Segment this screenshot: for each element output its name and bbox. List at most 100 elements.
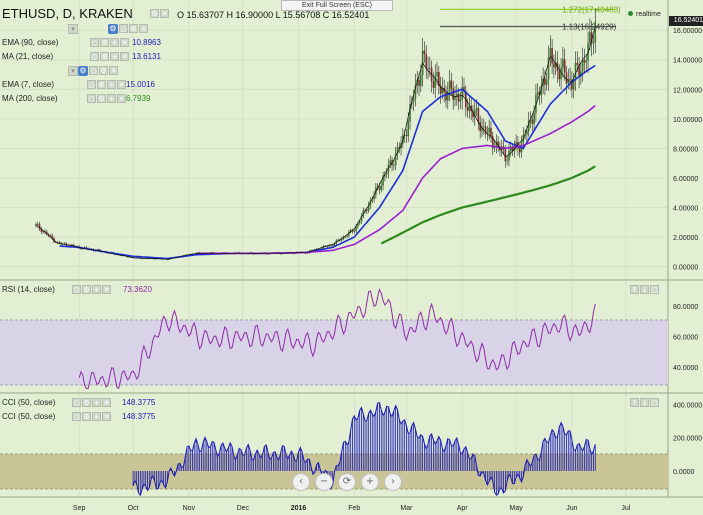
legend-cci-1[interactable]: CCI (50, close) ○ ⚙ + ✕ 148.3775 (2, 411, 202, 423)
candle-body (403, 135, 406, 136)
candle-body (533, 112, 535, 124)
candle-body (445, 92, 447, 101)
add-icon[interactable]: + (110, 38, 119, 47)
candle-body (357, 223, 359, 227)
candle-body (337, 239, 339, 241)
reset-button[interactable]: ⟳ (338, 473, 356, 491)
add-icon[interactable]: + (92, 285, 101, 294)
visibility-icon[interactable]: ○ (87, 80, 96, 89)
candle-body (454, 96, 456, 100)
legend-rsi[interactable]: RSI (14, close) ○ ⚙ + ✕ 73.3620 (2, 284, 202, 296)
legend-ma21-label: MA (21, close) (2, 52, 54, 61)
settings-icon[interactable]: ⚙ (82, 398, 91, 407)
price-tick-label: 14.00000 (673, 58, 702, 65)
candle-body (491, 136, 494, 149)
price-tick-label: 6.00000 (673, 176, 698, 183)
settings-icon[interactable]: ⚙ (129, 24, 138, 33)
move-up-icon[interactable]: ↑ (630, 398, 639, 407)
month-tick-label: Apr (457, 505, 469, 512)
close-icon[interactable]: ✕ (102, 412, 111, 421)
collapse-toggle-icon[interactable]: ▾ (68, 24, 78, 34)
candle-body (536, 92, 539, 95)
zoom-in-button[interactable]: + (361, 473, 379, 491)
rsi-tick-label: 60.0000 (673, 335, 698, 342)
candle-body (482, 126, 485, 127)
add-icon[interactable]: + (110, 52, 119, 61)
close-icon[interactable]: ✕ (120, 38, 129, 47)
settings-icon[interactable]: ⚙ (82, 285, 91, 294)
move-down-icon[interactable]: ↓ (640, 285, 649, 294)
candle-body (371, 199, 374, 201)
move-down-icon[interactable]: ↓ (640, 398, 649, 407)
visibility-icon[interactable]: ○ (72, 398, 81, 407)
visibility-icon[interactable]: ○ (119, 24, 128, 33)
gear-icon[interactable]: ⚙ (108, 24, 118, 34)
candle-body (432, 81, 435, 88)
close-icon[interactable]: ✕ (102, 398, 111, 407)
maximize-icon[interactable]: □ (650, 398, 659, 407)
scroll-right-button[interactable]: › (384, 473, 402, 491)
ema7-line (35, 25, 596, 260)
move-up-icon[interactable]: ↑ (630, 285, 639, 294)
legend-ema7[interactable]: EMA (7, close) ○ ⚙ + ✕ 15.0016 (2, 79, 172, 91)
settings-icon[interactable]: ⚙ (150, 9, 159, 18)
visibility-icon[interactable]: ○ (90, 52, 99, 61)
candle-body (590, 32, 593, 44)
candle-body (526, 131, 528, 135)
settings-icon[interactable]: ⚙ (100, 38, 109, 47)
collapse-toggle-icon[interactable]: ▾ (68, 66, 78, 76)
candle-body (385, 172, 388, 175)
legend-ema90-label: EMA (90, close) (2, 38, 59, 47)
candle-body (45, 231, 48, 235)
candle-body (409, 104, 411, 122)
candle-body (560, 67, 562, 80)
scroll-left-button[interactable]: ‹ (292, 473, 310, 491)
candle-body (468, 105, 471, 111)
gear-icon[interactable]: ⚙ (78, 66, 88, 76)
candle-body (551, 48, 553, 64)
settings-icon[interactable]: ⚙ (82, 412, 91, 421)
candle-body (344, 236, 347, 238)
candle-body (168, 258, 170, 260)
close-icon[interactable]: ✕ (117, 94, 126, 103)
legend-ema90[interactable]: EMA (90, close) ○ ⚙ + ✕ 10.8963 (2, 37, 172, 49)
symbol-title[interactable]: ETHUSD, D, KRAKEN (2, 6, 133, 21)
candle-body (553, 63, 555, 68)
close-icon[interactable]: ✕ (117, 80, 126, 89)
settings-icon[interactable]: ⚙ (100, 52, 109, 61)
close-icon[interactable]: ✕ (139, 24, 148, 33)
legend-ma200[interactable]: MA (200, close) ○ ⚙ + ✕ 6.7939 (2, 93, 172, 105)
candle-body (457, 93, 460, 102)
candle-body (508, 150, 510, 161)
candle-body (475, 108, 478, 111)
visibility-icon[interactable]: ○ (87, 94, 96, 103)
visibility-icon[interactable]: ○ (90, 38, 99, 47)
visibility-icon[interactable]: ○ (72, 412, 81, 421)
visibility-icon[interactable]: ○ (72, 285, 81, 294)
add-icon[interactable]: + (107, 94, 116, 103)
close-icon[interactable]: ✕ (160, 9, 169, 18)
visibility-icon[interactable]: ○ (89, 66, 98, 75)
close-icon[interactable]: ✕ (102, 285, 111, 294)
legend-ma21[interactable]: MA (21, close) ○ ⚙ + ✕ 13.6131 (2, 51, 172, 63)
close-icon[interactable]: ✕ (109, 66, 118, 75)
candle-body (317, 248, 320, 250)
candle-body (484, 126, 487, 134)
candle-body (450, 80, 453, 89)
candle-body (69, 245, 71, 247)
candle-body (427, 68, 429, 69)
legend-cci-0[interactable]: CCI (50, close) ○ ⚙ + ✕ 148.3775 (2, 397, 202, 409)
candle-body (563, 59, 566, 73)
add-icon[interactable]: + (92, 398, 101, 407)
maximize-icon[interactable]: □ (650, 285, 659, 294)
add-icon[interactable]: + (107, 80, 116, 89)
add-icon[interactable]: + (92, 412, 101, 421)
candle-body (98, 249, 100, 251)
settings-icon[interactable]: ⚙ (99, 66, 108, 75)
close-icon[interactable]: ✕ (120, 52, 129, 61)
settings-icon[interactable]: ⚙ (97, 80, 106, 89)
settings-icon[interactable]: ⚙ (97, 94, 106, 103)
zoom-out-button[interactable]: − (315, 473, 333, 491)
rsi-tick-label: 80.0000 (673, 304, 698, 311)
